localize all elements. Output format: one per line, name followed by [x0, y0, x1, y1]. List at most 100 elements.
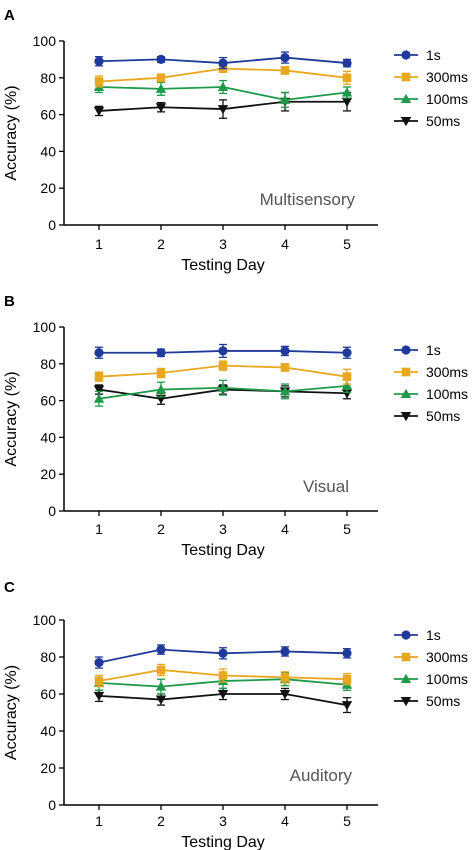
data-point: [93, 106, 105, 117]
data-point: [155, 83, 167, 93]
x-tick-label: 1: [95, 521, 103, 537]
panel-annotation: Auditory: [290, 766, 353, 785]
data-point: [94, 348, 104, 358]
y-tick-label: 20: [40, 466, 56, 482]
legend-marker: [401, 50, 411, 60]
data-point: [93, 393, 105, 403]
legend-label: 50ms: [426, 408, 460, 424]
series-50ms: [93, 687, 353, 714]
legend: 1s 300ms 100ms 50ms: [394, 627, 468, 709]
y-tick-label: 80: [40, 356, 56, 372]
data-point: [217, 81, 229, 91]
x-tick-label: 2: [157, 521, 165, 537]
series-300ms: [94, 663, 352, 688]
data-point: [342, 674, 352, 684]
legend-label: 50ms: [426, 113, 460, 129]
data-point: [342, 73, 352, 83]
x-tick-label: 2: [157, 813, 165, 829]
x-tick-label: 1: [95, 236, 103, 252]
y-tick-label: 80: [40, 70, 56, 86]
data-point: [156, 348, 166, 358]
y-tick-label: 60: [40, 686, 56, 702]
legend: 1s 300ms 100ms 50ms: [394, 342, 468, 424]
data-point: [94, 676, 104, 686]
legend-marker: [401, 72, 411, 82]
legend-marker: [400, 673, 412, 683]
data-point: [341, 87, 353, 97]
legend: 1s 300ms 100ms 50ms: [394, 47, 468, 129]
panel-letter: C: [4, 579, 15, 596]
data-point: [280, 363, 290, 372]
x-tick-label: 4: [281, 236, 289, 252]
panel-letter: A: [4, 7, 15, 24]
x-tick-label: 3: [219, 521, 227, 537]
data-point: [155, 384, 167, 394]
series-1s: [94, 51, 352, 70]
data-point: [156, 368, 166, 378]
x-tick-label: 1: [95, 813, 103, 829]
data-point: [218, 58, 228, 68]
data-point: [280, 346, 290, 356]
panel-letter: B: [4, 293, 15, 310]
data-point: [217, 105, 229, 115]
y-tick-label: 40: [40, 429, 56, 445]
y-tick-label: 40: [40, 143, 56, 159]
legend-marker: [400, 93, 412, 103]
data-point: [341, 701, 353, 711]
y-tick-label: 20: [40, 760, 56, 776]
data-point: [156, 665, 166, 675]
data-point: [280, 646, 290, 657]
data-point: [156, 54, 166, 64]
series-100ms: [93, 79, 353, 108]
x-tick-label: 5: [343, 236, 351, 252]
series-1s: [94, 343, 352, 359]
data-point: [218, 346, 228, 356]
legend-label: 100ms: [426, 91, 468, 107]
legend-label: 300ms: [426, 364, 468, 380]
x-tick-label: 5: [343, 813, 351, 829]
data-point: [341, 389, 353, 399]
y-tick-label: 100: [33, 33, 57, 49]
legend-label: 300ms: [426, 649, 468, 665]
data-point: [156, 73, 166, 83]
data-point: [218, 648, 228, 658]
legend-marker: [401, 630, 411, 640]
data-point: [155, 681, 167, 691]
data-point: [93, 691, 105, 702]
data-point: [155, 103, 167, 113]
data-point: [342, 58, 352, 68]
data-point: [94, 56, 104, 66]
legend-marker: [400, 388, 412, 398]
legend-label: 1s: [426, 342, 441, 358]
panel-annotation: Visual: [303, 477, 349, 496]
x-tick-label: 5: [343, 521, 351, 537]
x-tick-label: 3: [219, 236, 227, 252]
chart-panel-a: A 0 20 40 60 80 100 1 2 3 4 5 Testing Day Accuracy (%…: [3, 7, 468, 274]
series-1s: [94, 644, 352, 669]
x-tick-label: 4: [281, 521, 289, 537]
data-point: [156, 645, 166, 655]
legend-label: 300ms: [426, 69, 468, 85]
y-tick-label: 60: [40, 393, 56, 409]
x-axis-label: Testing Day: [181, 257, 265, 274]
data-point: [280, 66, 290, 75]
data-point: [218, 361, 228, 370]
data-point: [217, 690, 229, 700]
data-point: [155, 695, 167, 705]
data-point: [279, 386, 291, 396]
data-point: [280, 673, 290, 682]
legend-label: 100ms: [426, 671, 468, 687]
x-tick-label: 2: [157, 236, 165, 252]
data-point: [279, 94, 291, 104]
panel-annotation: Multisensory: [260, 190, 356, 209]
y-tick-label: 100: [33, 612, 57, 628]
data-point: [94, 657, 104, 668]
legend-marker: [400, 117, 412, 127]
data-point: [94, 372, 104, 381]
legend-label: 1s: [426, 627, 441, 643]
data-point: [280, 52, 290, 63]
x-axis-label: Testing Day: [181, 834, 265, 850]
legend-marker: [400, 697, 412, 707]
data-point: [342, 648, 352, 658]
data-point: [217, 382, 229, 392]
